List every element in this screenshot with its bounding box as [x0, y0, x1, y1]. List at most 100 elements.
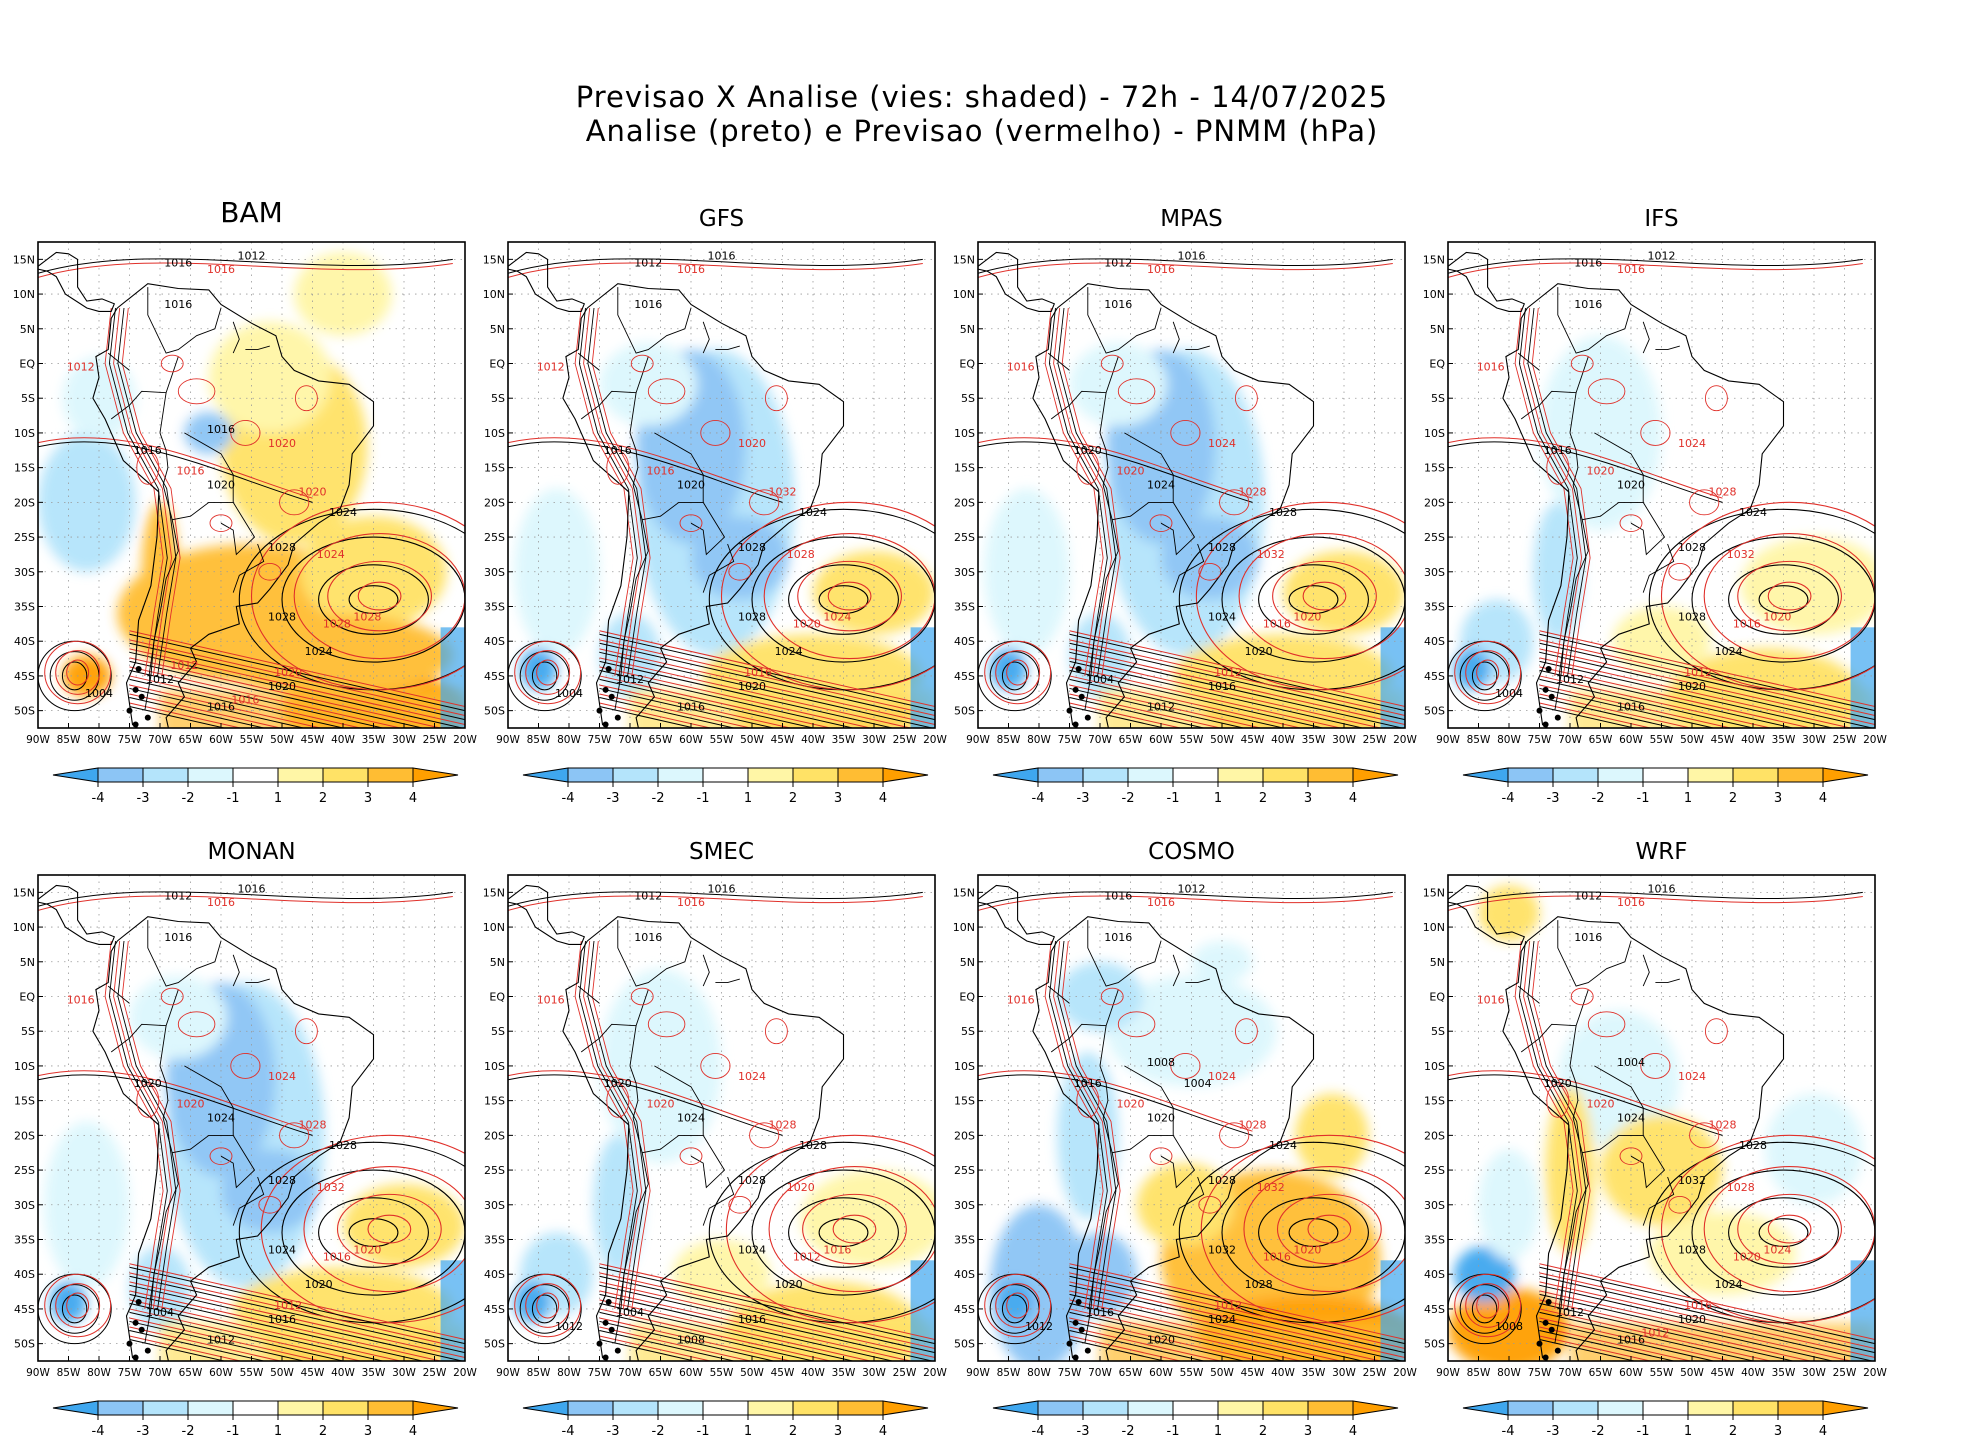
- forecast-isobar: [1069, 684, 1264, 728]
- lon-tick-label: 40W: [331, 734, 355, 746]
- analysis-isobar: [61, 1294, 88, 1324]
- colorbar-label: 3: [1304, 1424, 1312, 1439]
- forecast-isobar: [44, 1273, 112, 1338]
- bias-shade-area: [184, 412, 234, 454]
- forecast-isobar: [591, 940, 651, 1309]
- bias-shade-area: [1740, 537, 1875, 635]
- forecast-isobar: [1523, 307, 1583, 676]
- country-border: [1160, 502, 1196, 556]
- analysis-isobar: [1527, 307, 1587, 676]
- forecast-isobar: [1539, 657, 1853, 728]
- lat-tick-label: 35S: [954, 1234, 975, 1247]
- forecast-isobar: [279, 1122, 310, 1149]
- lon-tick-label: 45W: [1711, 1367, 1735, 1379]
- forecast-contour-label: 1016: [1617, 263, 1645, 276]
- forecast-contour-label: 1016: [744, 666, 772, 679]
- lon-tick-label: 80W: [1027, 734, 1051, 746]
- lon-tick-label: 60W: [1149, 1367, 1173, 1379]
- analysis-contour-label: 1016: [634, 931, 662, 944]
- forecast-contour-label: 1012: [1214, 1299, 1242, 1312]
- lat-tick-label: 10S: [954, 427, 975, 440]
- analysis-isobar: [129, 1284, 465, 1361]
- forecast-contour-label: 1016: [207, 263, 235, 276]
- country-border: [245, 345, 270, 351]
- analysis-contour-label: 1020: [305, 1278, 333, 1291]
- analysis-contour-label: 1012: [1178, 882, 1206, 895]
- bias-shade-area: [672, 1239, 771, 1309]
- forecast-isobar: [1539, 1335, 1654, 1361]
- bias-shade-area: [1057, 1052, 1119, 1219]
- colorbar-label: 3: [364, 791, 372, 806]
- analysis-isobar: [508, 891, 923, 907]
- colorbar-swatch: [187, 767, 234, 783]
- lon-tick-label: 35W: [1772, 734, 1796, 746]
- forecast-isobar: [160, 987, 184, 1006]
- bias-shade-area: [129, 975, 228, 1059]
- south-america-coastline: [1502, 283, 1785, 728]
- lat-tick-label: 30S: [1424, 566, 1445, 579]
- lon-tick-label: 60W: [209, 1367, 233, 1379]
- colorbar-swatch: [657, 1400, 704, 1416]
- colorbar-swatch: [232, 1400, 279, 1416]
- forecast-isobar: [1198, 1196, 1222, 1214]
- panel-title-bam: BAM: [220, 196, 283, 229]
- analysis-contour-label: 1024: [305, 645, 333, 658]
- colorbar-gfs: -4 -3 -2 -1 1 2 3 4: [522, 767, 929, 806]
- colorbar-label: 4: [1349, 791, 1357, 806]
- lat-tick-label: 5S: [961, 1025, 975, 1038]
- forecast-isobar: [129, 639, 465, 716]
- country-border: [232, 543, 265, 593]
- lon-tick-label: 35W: [1302, 734, 1326, 746]
- country-border: [1050, 989, 1119, 1053]
- central-america-coastline: [1448, 251, 1526, 312]
- analysis-isobar: [129, 1266, 465, 1345]
- analysis-isobar: [818, 1218, 869, 1247]
- forecast-isobar: [599, 1290, 913, 1361]
- forecast-isobar: [1570, 354, 1594, 373]
- forecast-isobar: [66, 1292, 90, 1319]
- forecast-isobar: [1069, 1263, 1405, 1340]
- forecast-isobar: [1234, 1018, 1258, 1045]
- colorbar-swatch: [992, 767, 1039, 783]
- forecast-isobar: [1476, 1292, 1500, 1319]
- country-border: [1185, 345, 1210, 351]
- analysis-contour-label: 1020: [1074, 444, 1102, 457]
- lat-tick-label: EQ: [959, 991, 975, 1004]
- lon-tick-label: 50W: [1210, 734, 1234, 746]
- analysis-contour-label: 1024: [775, 645, 803, 658]
- forecast-isobar: [583, 307, 643, 676]
- analysis-isobar: [348, 1218, 399, 1247]
- lat-tick-label: 10S: [1424, 1060, 1445, 1073]
- forecast-isobar: [1660, 1134, 1875, 1324]
- forecast-isobar: [38, 895, 453, 911]
- forecast-isobar: [984, 640, 1052, 705]
- forecast-contour-label: 1016: [823, 1243, 851, 1256]
- forecast-isobar: [1100, 987, 1124, 1006]
- analysis-isobar: [129, 696, 266, 728]
- analysis-isobar: [1057, 307, 1117, 676]
- lon-tick-label: 55W: [1180, 1367, 1204, 1379]
- forecast-isobar: [121, 307, 181, 676]
- forecast-isobar: [1539, 630, 1875, 707]
- country-border: [159, 1025, 169, 1119]
- analysis-contour-label: 1012: [616, 673, 644, 686]
- forecast-contour-label: 1016: [1617, 896, 1645, 909]
- forecast-isobar: [1069, 630, 1405, 707]
- forecast-isobar: [1149, 514, 1173, 532]
- analysis-contour-label: 1028: [268, 1174, 296, 1187]
- bias-shade-area: [1612, 606, 1711, 676]
- south-america-coastline: [562, 916, 845, 1361]
- country-border: [1569, 392, 1579, 486]
- island-marker: [126, 707, 133, 714]
- forecast-contour-label: 1012: [1214, 666, 1242, 679]
- forecast-isobar: [1069, 639, 1405, 716]
- analysis-isobar: [599, 705, 697, 728]
- analysis-contour-label: 1020: [604, 1077, 632, 1090]
- forecast-isobar: [700, 419, 731, 446]
- analysis-contour-label: 1008: [1147, 1056, 1175, 1069]
- analysis-contour-label: 1012: [1556, 673, 1584, 686]
- analysis-contour-label: 1024: [1269, 1139, 1297, 1152]
- country-border: [715, 345, 740, 351]
- lon-tick-label: 40W: [1271, 1367, 1295, 1379]
- country-border: [1520, 989, 1589, 1053]
